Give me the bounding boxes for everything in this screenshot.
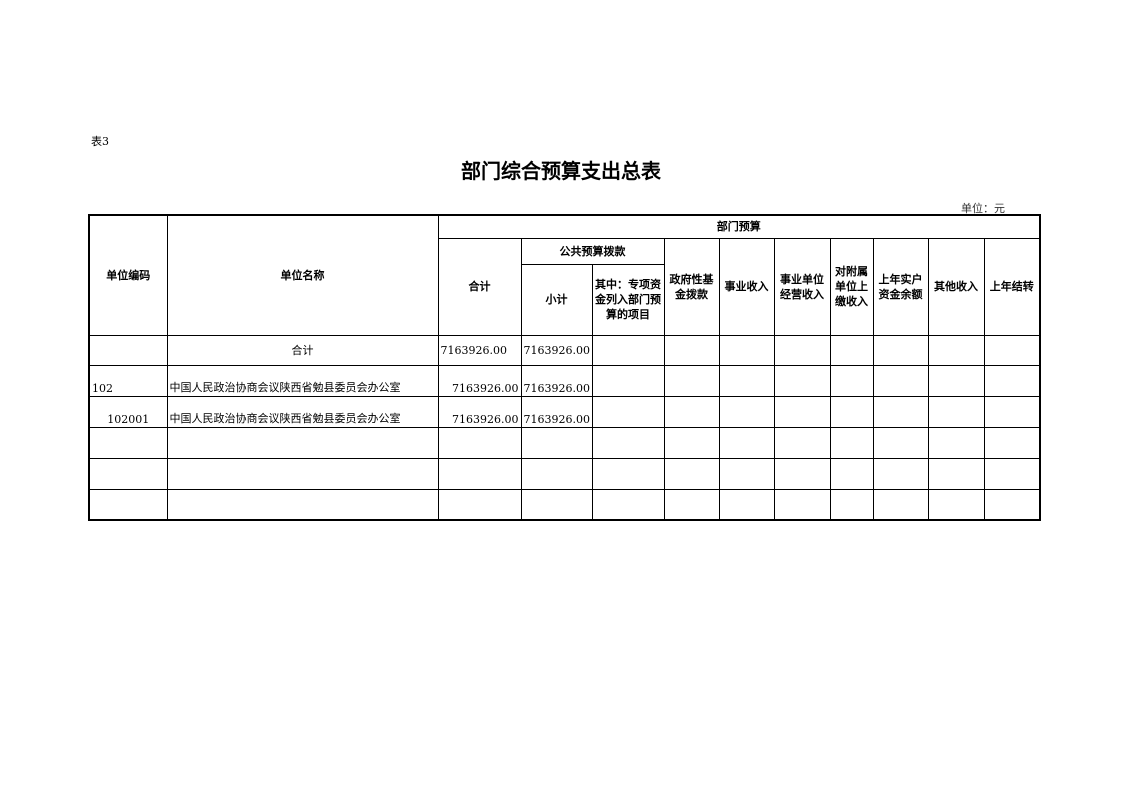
- header-name: 单位名称: [166, 214, 439, 336]
- row-name: 中国人民政治协商会议陕西省勉县委员会办公室: [166, 364, 439, 397]
- empty-row: [88, 457, 1041, 490]
- row-total: 7163926.00: [437, 364, 522, 397]
- header-subtotal: 小计: [520, 263, 593, 336]
- header-public-budget: 公共预算拨款: [520, 237, 665, 265]
- empty-row: [88, 488, 1041, 521]
- header-other-income: 其他收入: [927, 237, 985, 336]
- row-name: 中国人民政治协商会议陕西省勉县委员会办公室: [166, 395, 439, 428]
- header-gov-fund: 政府性基金拨款: [663, 237, 720, 336]
- total-row: 合计 7163926.00 7163926.00: [88, 334, 1041, 366]
- total-label: 合计: [166, 334, 439, 366]
- table-number: 表3: [91, 135, 109, 148]
- header-dept-budget: 部门预算: [437, 214, 1041, 239]
- header-business-income: 事业收入: [718, 237, 775, 336]
- row-total: 7163926.00: [437, 395, 522, 428]
- budget-table: 单位编码 单位名称 部门预算 合计 公共预算拨款 政府性基金拨款 事业收入 事业…: [88, 214, 1041, 521]
- header-prior-balance: 上年实户资金余额: [872, 237, 929, 336]
- row-code: 102: [88, 364, 168, 397]
- header-special: 其中：专项资金列入部门预算的项目: [591, 263, 665, 336]
- page-title: 部门综合预算支出总表: [461, 159, 661, 183]
- header-code: 单位编码: [88, 214, 168, 336]
- header-total: 合计: [437, 237, 522, 336]
- total-subtotal: 7163926.00: [520, 334, 593, 366]
- row-code: 102001: [88, 395, 168, 428]
- header-carryover: 上年结转: [983, 237, 1041, 336]
- header-operating-income: 事业单位经营收入: [773, 237, 831, 336]
- total-total: 7163926.00: [437, 334, 522, 366]
- header-affiliated-income: 对附属单位上缴收入: [829, 237, 874, 336]
- empty-row: [88, 426, 1041, 459]
- row-subtotal: 7163926.00: [520, 364, 593, 397]
- row-subtotal: 7163926.00: [520, 395, 593, 428]
- table-row: 102001 中国人民政治协商会议陕西省勉县委员会办公室 7163926.00 …: [88, 395, 1041, 428]
- unit-label: 单位：元: [961, 202, 1005, 215]
- table-row: 102 中国人民政治协商会议陕西省勉县委员会办公室 7163926.00 716…: [88, 364, 1041, 397]
